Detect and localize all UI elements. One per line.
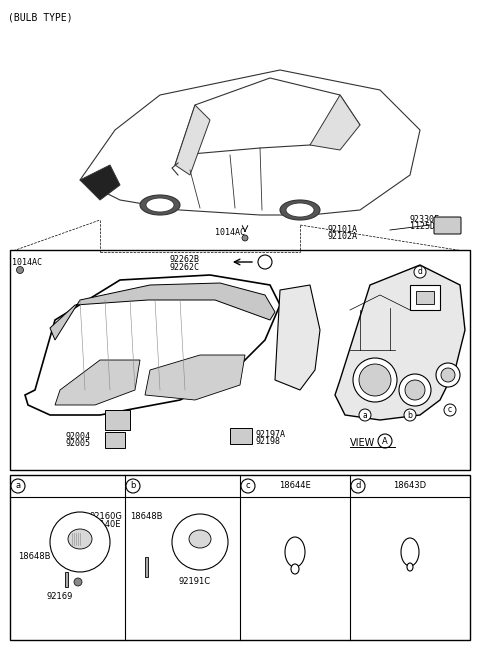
Circle shape: [258, 255, 272, 269]
Polygon shape: [105, 432, 125, 448]
Bar: [416, 291, 434, 304]
Text: d: d: [418, 267, 422, 277]
Ellipse shape: [286, 203, 314, 217]
Ellipse shape: [285, 537, 305, 567]
Circle shape: [353, 358, 397, 402]
Ellipse shape: [291, 564, 299, 574]
Text: 92197A: 92197A: [255, 430, 285, 439]
Bar: [410, 285, 440, 310]
Circle shape: [399, 374, 431, 406]
Circle shape: [241, 479, 255, 493]
Polygon shape: [145, 557, 148, 577]
Circle shape: [172, 514, 228, 570]
Text: 92160G: 92160G: [90, 512, 123, 521]
Polygon shape: [230, 428, 252, 444]
Circle shape: [436, 363, 460, 387]
Text: (BULB TYPE): (BULB TYPE): [8, 12, 72, 22]
Polygon shape: [80, 70, 420, 215]
Ellipse shape: [280, 200, 320, 220]
Text: 92262C: 92262C: [170, 263, 200, 272]
Text: d: d: [355, 482, 360, 491]
Circle shape: [378, 434, 392, 448]
Circle shape: [359, 409, 371, 421]
Text: c: c: [448, 405, 452, 415]
Text: 92004: 92004: [65, 432, 90, 441]
Circle shape: [405, 380, 425, 400]
Text: 92102A: 92102A: [328, 232, 358, 241]
Polygon shape: [145, 355, 245, 400]
Circle shape: [404, 409, 416, 421]
Circle shape: [359, 364, 391, 396]
Polygon shape: [310, 95, 360, 150]
Polygon shape: [55, 360, 140, 405]
Polygon shape: [275, 285, 320, 390]
Text: 18644E: 18644E: [279, 482, 311, 491]
Text: b: b: [130, 482, 136, 491]
Text: 18648B: 18648B: [130, 512, 163, 521]
Circle shape: [11, 479, 25, 493]
Polygon shape: [80, 165, 120, 200]
Circle shape: [441, 368, 455, 382]
Text: a: a: [362, 411, 367, 420]
Polygon shape: [105, 410, 130, 430]
Text: b: b: [408, 411, 412, 420]
Text: 92140E: 92140E: [90, 520, 121, 529]
Text: c: c: [246, 482, 250, 491]
Text: 92198: 92198: [255, 437, 280, 446]
Circle shape: [351, 479, 365, 493]
Text: 92169: 92169: [47, 592, 73, 601]
Polygon shape: [335, 265, 465, 420]
Polygon shape: [65, 572, 68, 587]
Ellipse shape: [140, 195, 180, 215]
Text: 1125DB: 1125DB: [410, 222, 440, 231]
Ellipse shape: [407, 563, 413, 571]
Text: 92191C: 92191C: [179, 577, 211, 586]
Circle shape: [50, 512, 110, 572]
Polygon shape: [25, 275, 280, 415]
Text: 18648B: 18648B: [18, 552, 50, 561]
Polygon shape: [50, 283, 275, 340]
Circle shape: [444, 404, 456, 416]
Text: 1014AC: 1014AC: [215, 228, 245, 237]
Text: 92330F: 92330F: [410, 215, 440, 224]
Text: a: a: [15, 482, 21, 491]
Text: A: A: [263, 258, 267, 267]
Text: 92262B: 92262B: [170, 255, 200, 264]
Ellipse shape: [189, 530, 211, 548]
Bar: [10, 250, 470, 470]
Polygon shape: [175, 78, 360, 165]
FancyBboxPatch shape: [434, 217, 461, 234]
Circle shape: [16, 267, 24, 273]
Text: 92101A: 92101A: [328, 225, 358, 234]
Text: 1014AC: 1014AC: [12, 258, 42, 267]
Ellipse shape: [401, 538, 419, 566]
Text: 92005: 92005: [65, 439, 90, 448]
Circle shape: [242, 235, 248, 241]
Text: VIEW: VIEW: [350, 438, 375, 448]
Ellipse shape: [146, 198, 174, 212]
Text: 18643D: 18643D: [394, 482, 427, 491]
Polygon shape: [175, 105, 210, 175]
Bar: [10, 475, 470, 640]
Text: A: A: [382, 436, 388, 445]
Circle shape: [414, 266, 426, 278]
Circle shape: [74, 578, 82, 586]
Ellipse shape: [68, 529, 92, 549]
Circle shape: [126, 479, 140, 493]
